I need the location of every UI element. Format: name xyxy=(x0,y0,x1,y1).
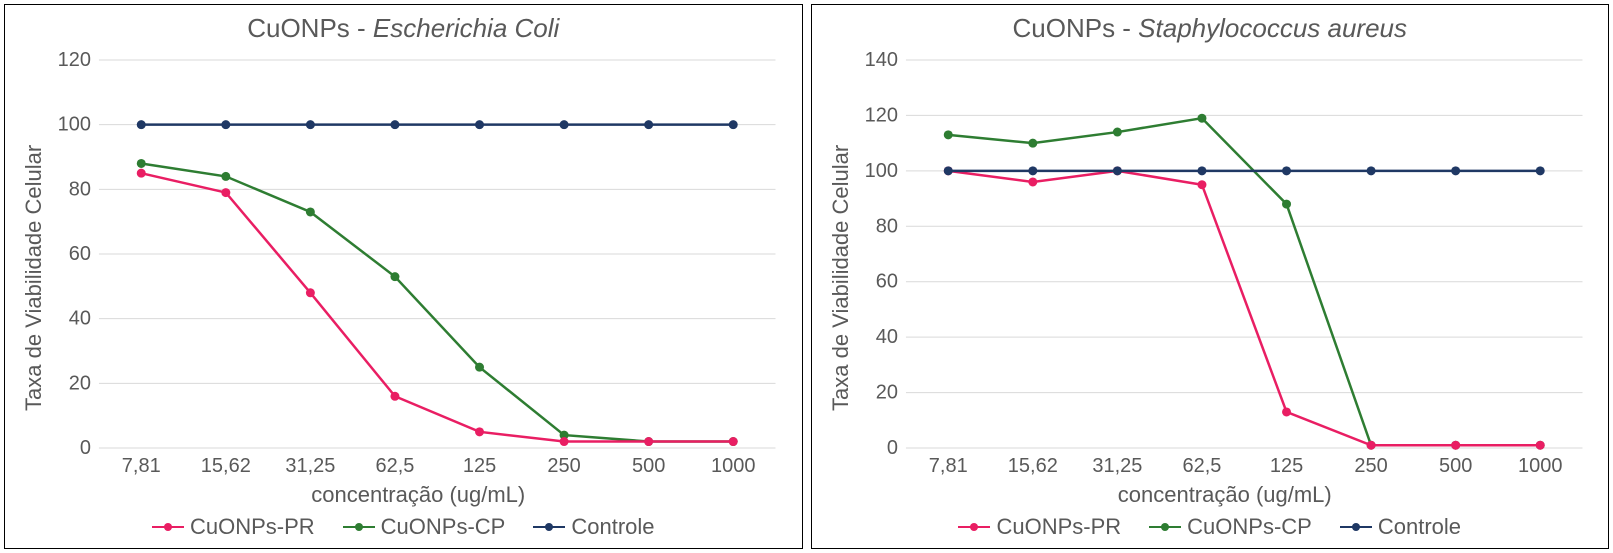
svg-text:1000: 1000 xyxy=(711,455,755,477)
legend-item-cp: CuONPs-CP xyxy=(1149,514,1312,540)
chart-panel-right: CuONPs - Staphylococcus aureus Taxa de V… xyxy=(811,4,1610,549)
legend-item-pr: CuONPs-PR xyxy=(958,514,1121,540)
svg-text:62,5: 62,5 xyxy=(376,455,415,477)
legend: CuONPs-PR CuONPs-CP Controle xyxy=(19,514,788,540)
legend-swatch-pr xyxy=(958,520,990,534)
legend-item-ctrl: Controle xyxy=(1340,514,1461,540)
svg-text:125: 125 xyxy=(1269,455,1302,477)
svg-text:0: 0 xyxy=(886,437,897,459)
chart-body: Taxa de Viabilidade Celular 0 20 40 60 80 100… xyxy=(826,48,1595,508)
svg-text:20: 20 xyxy=(875,382,897,404)
svg-text:7,81: 7,81 xyxy=(928,455,967,477)
svg-text:40: 40 xyxy=(875,326,897,348)
svg-text:1000: 1000 xyxy=(1517,455,1561,477)
chart-title: CuONPs - Escherichia Coli xyxy=(19,13,788,44)
svg-text:62,5: 62,5 xyxy=(1182,455,1221,477)
title-organism: Staphylococcus aureus xyxy=(1138,13,1407,43)
plot-wrap: 0 20 40 60 80 100 120 140 7,81 15,62 31,25 62,5 125 2… xyxy=(856,48,1595,508)
plot-wrap: 0 20 40 60 80 100 120 7,81 15,62 31,25 62,5 125 250 5… xyxy=(49,48,788,508)
svg-text:40: 40 xyxy=(69,308,91,330)
legend-item-pr: CuONPs-PR xyxy=(152,514,315,540)
legend-label: Controle xyxy=(1378,514,1461,540)
svg-text:80: 80 xyxy=(875,215,897,237)
plot-area: 0 20 40 60 80 100 120 7,81 15,62 31,25 62,5 125 250 5… xyxy=(49,48,788,480)
legend-item-cp: CuONPs-CP xyxy=(343,514,506,540)
svg-text:15,62: 15,62 xyxy=(201,455,251,477)
legend-label: CuONPs-PR xyxy=(190,514,315,540)
x-axis-label: concentração (ug/mL) xyxy=(49,482,788,508)
svg-text:250: 250 xyxy=(547,455,580,477)
legend-label: CuONPs-CP xyxy=(381,514,506,540)
legend-swatch-cp xyxy=(343,520,375,534)
svg-text:100: 100 xyxy=(58,114,91,136)
plot-area: 0 20 40 60 80 100 120 140 7,81 15,62 31,25 62,5 125 2… xyxy=(856,48,1595,480)
legend: CuONPs-PR CuONPs-CP Controle xyxy=(826,514,1595,540)
legend-swatch-ctrl xyxy=(533,520,565,534)
svg-text:60: 60 xyxy=(875,271,897,293)
chart-title: CuONPs - Staphylococcus aureus xyxy=(826,13,1595,44)
legend-item-ctrl: Controle xyxy=(533,514,654,540)
svg-text:120: 120 xyxy=(58,49,91,71)
svg-text:500: 500 xyxy=(632,455,665,477)
svg-text:0: 0 xyxy=(80,437,91,459)
legend-swatch-cp xyxy=(1149,520,1181,534)
title-organism: Escherichia Coli xyxy=(373,13,559,43)
legend-label: Controle xyxy=(571,514,654,540)
svg-text:80: 80 xyxy=(69,178,91,200)
chart-panel-left: CuONPs - Escherichia Coli Taxa de Viabil… xyxy=(4,4,803,549)
svg-text:31,25: 31,25 xyxy=(285,455,335,477)
svg-text:31,25: 31,25 xyxy=(1092,455,1142,477)
legend-swatch-ctrl xyxy=(1340,520,1372,534)
svg-text:20: 20 xyxy=(69,372,91,394)
svg-text:15,62: 15,62 xyxy=(1007,455,1057,477)
svg-text:120: 120 xyxy=(864,104,897,126)
y-axis-label: Taxa de Viabilidade Celular xyxy=(19,48,49,508)
title-prefix: CuONPs - xyxy=(1012,13,1138,43)
svg-text:125: 125 xyxy=(463,455,496,477)
svg-text:60: 60 xyxy=(69,243,91,265)
svg-text:7,81: 7,81 xyxy=(122,455,161,477)
svg-text:250: 250 xyxy=(1354,455,1387,477)
svg-text:140: 140 xyxy=(864,49,897,71)
chart-body: Taxa de Viabilidade Celular 0 20 40 60 80 100… xyxy=(19,48,788,508)
legend-label: CuONPs-CP xyxy=(1187,514,1312,540)
y-axis-label: Taxa de Viabilidade Celular xyxy=(826,48,856,508)
title-prefix: CuONPs - xyxy=(247,13,373,43)
legend-label: CuONPs-PR xyxy=(996,514,1121,540)
x-axis-label: concentração (ug/mL) xyxy=(856,482,1595,508)
legend-swatch-pr xyxy=(152,520,184,534)
svg-text:100: 100 xyxy=(864,160,897,182)
svg-text:500: 500 xyxy=(1438,455,1471,477)
